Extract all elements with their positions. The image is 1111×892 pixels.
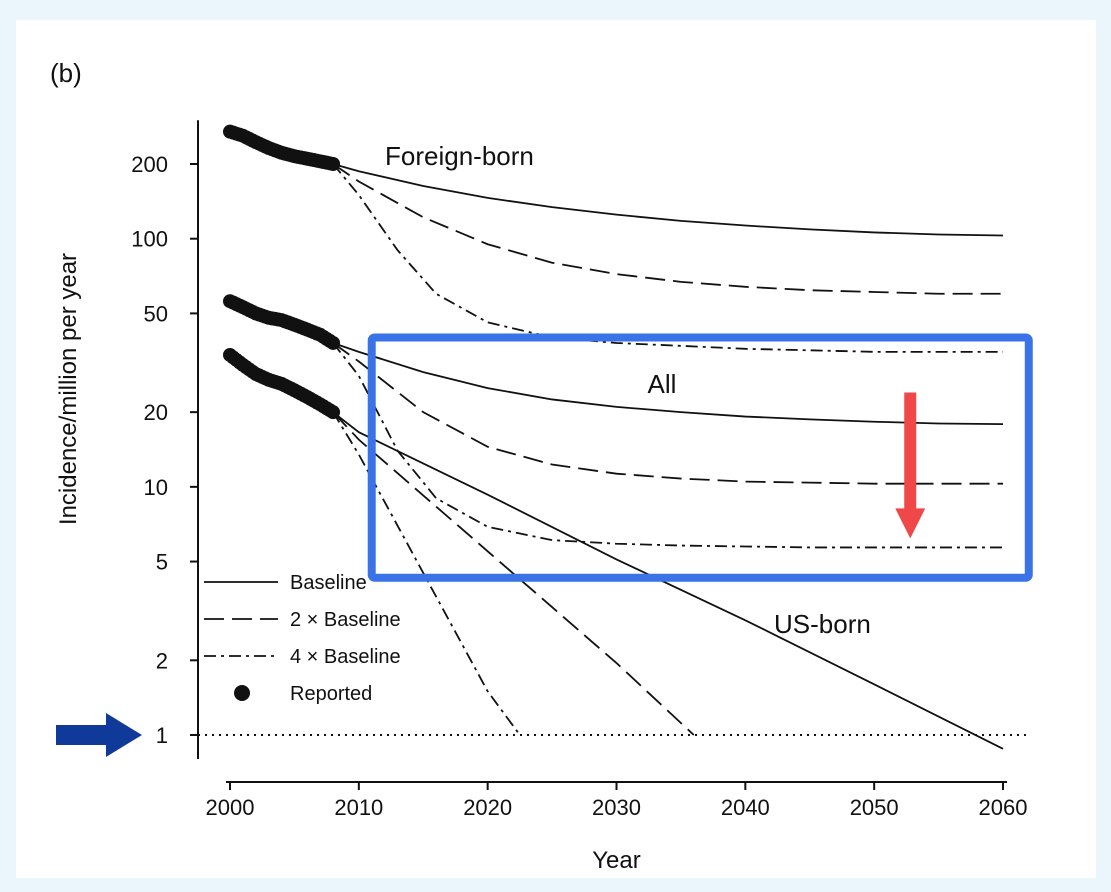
all-two-x-baseline-line — [332, 342, 1003, 485]
legend-label: 2 × Baseline — [290, 609, 401, 631]
us-born-reported-point — [326, 405, 341, 420]
legend-label: 4 × Baseline — [290, 646, 401, 668]
us-born-baseline-line — [332, 411, 1004, 750]
y-tick-label: 2 — [156, 648, 168, 673]
foreign-born-label: Foreign-born — [385, 141, 534, 171]
y-tick-label: 200 — [131, 152, 168, 177]
legend: Baseline 2 × Baseline 4 × Baseline Reported — [204, 572, 401, 705]
x-tick-label: 2060 — [979, 795, 1028, 820]
highlight-box — [367, 333, 1033, 582]
group-labels: Foreign-born All US-born — [385, 141, 871, 639]
x-axis-title: Year — [592, 847, 641, 874]
y-tick-label: 1 — [156, 723, 168, 748]
y-tick-label: 5 — [156, 550, 168, 575]
foreign-born-four-x-baseline-line — [332, 163, 1003, 353]
all-label: All — [648, 369, 677, 399]
x-tick-label: 2010 — [334, 795, 383, 820]
all-baseline-line — [332, 342, 1004, 426]
legend-reported-swatch — [234, 685, 250, 701]
x-tick-label: 2050 — [850, 795, 899, 820]
series-lines — [198, 163, 1031, 750]
reported-markers — [223, 124, 341, 420]
foreign-born-baseline-line — [332, 163, 1004, 237]
y-tick-label: 20 — [144, 400, 168, 425]
x-tick-label: 2040 — [721, 795, 770, 820]
chart-panel: (b) 1 2 5 10 20 50 100 200 2000 2010 2020 2030 2040 2… — [16, 20, 1096, 878]
down-arrow-head — [895, 508, 926, 539]
x-tick-label: 2020 — [463, 795, 512, 820]
legend-label: Baseline — [290, 572, 367, 594]
x-tick-label: 2030 — [592, 795, 641, 820]
y-tick-label: 100 — [131, 227, 168, 252]
us-born-two-x-baseline-line — [332, 411, 695, 736]
down-arrow-shaft — [904, 392, 917, 511]
y-tick-label: 10 — [144, 475, 168, 500]
overlays — [56, 333, 1033, 757]
foreign-born-reported-point — [326, 157, 341, 171]
right-arrow-head — [106, 713, 142, 757]
all-reported-point — [326, 335, 341, 350]
panel-label: (b) — [50, 58, 82, 88]
y-tick-label: 50 — [144, 301, 168, 326]
foreign-born-two-x-baseline-line — [332, 163, 1003, 295]
us-born-label: US-born — [774, 609, 871, 639]
y-axis-title: Incidence/million per year — [55, 253, 82, 525]
right-arrow-shaft — [56, 725, 108, 745]
x-tick-label: 2000 — [206, 795, 255, 820]
us-born-four-x-baseline-line — [332, 411, 521, 736]
legend-label: Reported — [290, 683, 372, 705]
